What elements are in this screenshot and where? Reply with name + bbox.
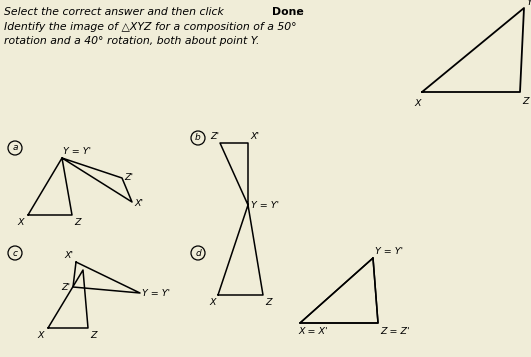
Text: Y = Y': Y = Y' (251, 201, 279, 211)
Text: Z': Z' (124, 172, 133, 181)
Text: Z': Z' (210, 132, 219, 141)
Text: Z: Z (265, 298, 271, 307)
Text: Select the correct answer and then click: Select the correct answer and then click (4, 7, 227, 17)
Text: X: X (414, 99, 421, 108)
Text: d: d (195, 248, 201, 257)
Text: .: . (296, 7, 299, 17)
Text: Y: Y (526, 0, 531, 7)
Text: Y = Y': Y = Y' (142, 290, 170, 298)
Text: X': X' (65, 251, 74, 260)
Text: b: b (195, 134, 201, 142)
Text: Z: Z (90, 331, 97, 340)
Text: Z': Z' (61, 283, 70, 292)
Text: X: X (18, 218, 24, 227)
Text: a: a (12, 144, 18, 152)
Text: Identify the image of △XYZ for a composition of a 50°: Identify the image of △XYZ for a composi… (4, 22, 297, 32)
Text: X: X (210, 298, 216, 307)
Text: Done: Done (272, 7, 304, 17)
Text: Z: Z (74, 218, 81, 227)
Text: X = X': X = X' (298, 327, 328, 336)
Text: Y = Y': Y = Y' (63, 147, 91, 156)
Text: X': X' (250, 132, 259, 141)
Text: rotation and a 40° rotation, both about point Y.: rotation and a 40° rotation, both about … (4, 36, 260, 46)
Text: Z: Z (522, 97, 528, 106)
Text: X': X' (134, 198, 143, 207)
Text: Y = Y': Y = Y' (375, 247, 403, 256)
Text: X: X (38, 331, 44, 340)
Text: Z = Z': Z = Z' (380, 327, 409, 336)
Text: c: c (13, 248, 18, 257)
